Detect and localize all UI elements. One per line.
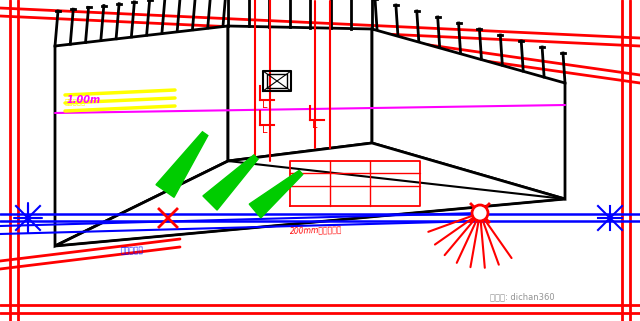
Circle shape	[472, 205, 488, 221]
Text: 钢筋保护层: 钢筋保护层	[65, 98, 86, 105]
Text: L: L	[262, 125, 268, 135]
Text: 微信号: dichan360: 微信号: dichan360	[490, 292, 555, 301]
Text: 1.00m: 1.00m	[67, 95, 101, 105]
Polygon shape	[228, 26, 372, 161]
Text: L: L	[262, 100, 268, 110]
Text: 200mm构件放大线: 200mm构件放大线	[290, 224, 343, 235]
Polygon shape	[156, 132, 208, 197]
Polygon shape	[372, 29, 565, 199]
Text: L: L	[312, 120, 317, 130]
Polygon shape	[203, 155, 258, 210]
Polygon shape	[249, 170, 303, 218]
Polygon shape	[55, 143, 565, 246]
Polygon shape	[55, 26, 228, 246]
Text: 地坪完成线: 地坪完成线	[120, 245, 143, 255]
